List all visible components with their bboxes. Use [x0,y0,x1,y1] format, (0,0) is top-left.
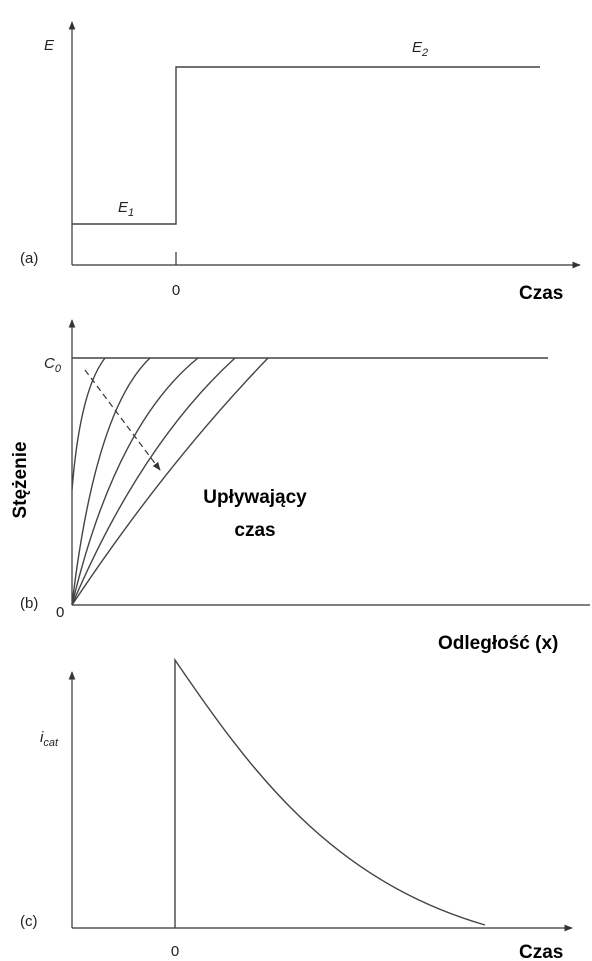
y-label: Stężenie [10,441,31,518]
panel-tag: (c) [20,913,38,930]
y-label: icat [40,729,59,749]
x-label: Czas [519,283,563,304]
profile [71,357,236,606]
level-label: E1 [118,199,134,219]
profile [71,357,199,606]
panel-c: icat 0 Czas (c) [20,657,573,961]
arrow-label: Upływający [203,487,307,508]
level-sub: 2 [421,47,428,59]
level-main: E [118,199,129,216]
step-potential [72,66,540,225]
y-top-label: C0 [44,355,62,375]
level-sub: 1 [128,207,134,219]
profile [71,357,269,606]
origin-label: 0 [56,604,64,621]
profile [71,357,151,606]
x-label: Czas [519,942,563,961]
current-curve [174,657,486,928]
profile [71,357,106,491]
x-tick-label: 0 [172,282,180,299]
level-label: E2 [412,39,428,59]
panel-b: C0 0 Stężenie Upływający czas Odległość … [10,319,590,654]
level-main: E [412,39,423,56]
x-tick-label: 0 [171,943,179,960]
arrow-label: czas [234,520,275,541]
i-main: i [40,729,44,746]
time-arrow [84,369,161,471]
c-main: C [44,355,55,372]
panel-a: E E1 E2 0 Czas (a) [20,21,581,304]
i-sub: cat [43,737,59,749]
panel-tag: (b) [20,595,38,612]
y-label: E [44,37,55,54]
panel-tag: (a) [20,250,38,267]
x-label: Odległość (x) [438,633,558,654]
c-sub: 0 [55,363,62,375]
